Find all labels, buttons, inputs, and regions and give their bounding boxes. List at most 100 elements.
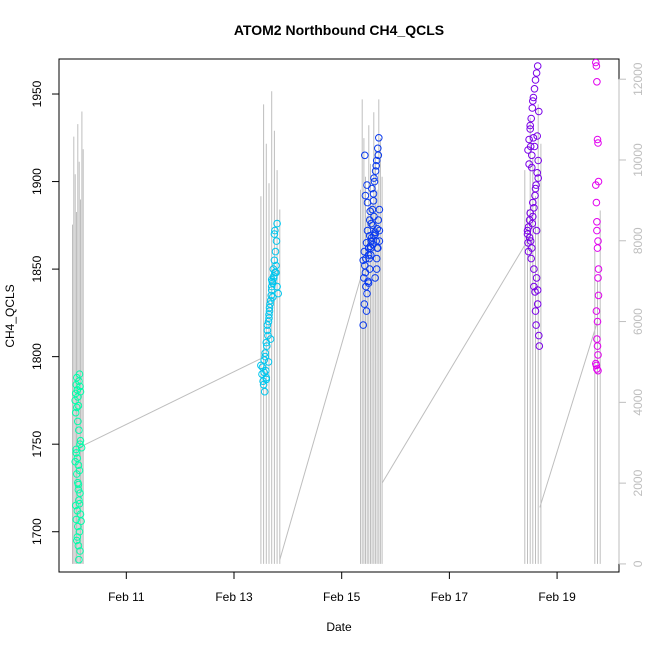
data-point [362,254,370,263]
data-point [531,76,540,84]
x-tick-label: Feb 17 [431,590,469,604]
data-point [72,445,80,454]
data-point [593,342,602,350]
x-axis: Feb 11 Feb 13 Feb 15 Feb 17 Feb 19 [108,571,576,604]
data-point [528,151,536,160]
data-point [370,177,379,186]
data-point [527,114,536,123]
data-point [269,293,277,301]
data-point [365,216,374,224]
data-point [532,226,541,235]
data-point [261,352,270,361]
data-point [534,174,543,182]
data-point [370,232,378,240]
data-point [532,181,540,189]
data-point [534,156,543,165]
data-point [529,134,538,142]
data-point [592,198,601,207]
data-point [76,547,84,555]
data-point [76,387,85,396]
data-point [594,237,602,245]
data-point [593,218,601,226]
data-point [75,499,84,508]
data-point [375,237,384,245]
data-point [530,204,538,212]
series-3 [523,62,544,350]
data-point [594,274,602,282]
data-point [360,300,369,308]
y-tick-label: 1750 [30,431,44,458]
data-point [77,517,85,526]
data-point [533,300,542,308]
x-axis-label: Date [326,620,352,634]
data-point [594,291,603,300]
data-point [363,226,372,235]
data-point [525,233,534,242]
y2-tick-label: 10000 [631,143,645,177]
data-point [76,440,84,449]
data-point [523,226,532,235]
data-point [362,307,371,315]
data-point [528,219,537,228]
data-points [71,58,603,564]
data-point [374,216,383,224]
data-point [75,555,83,564]
data-point [368,184,376,193]
data-point [364,279,373,287]
data-point [372,156,381,165]
data-point [361,151,369,160]
data-point [371,228,379,237]
data-point [73,403,81,412]
data-point [528,104,537,112]
data-point [375,226,384,235]
data-point [533,286,542,294]
data-point [260,356,269,364]
data-point [260,387,269,396]
y2-tick-label: 12000 [631,62,645,96]
data-point [71,457,79,466]
data-point [73,470,81,478]
data-point [531,307,540,315]
data-point [257,361,265,370]
data-point [261,349,270,357]
data-point [527,254,536,263]
data-point [593,317,602,326]
data-point [526,142,535,151]
x-tick-label: Feb 11 [108,590,145,604]
data-point [258,363,267,372]
data-point [532,321,540,329]
data-point [530,142,539,151]
data-point [75,496,83,505]
x-tick-label: Feb 13 [215,590,253,604]
data-point [593,78,601,86]
data-point [532,274,541,282]
data-point [592,307,601,315]
data-point [374,151,383,160]
x-tick-label: Feb 19 [538,590,576,604]
data-point [267,286,276,294]
data-point [266,335,275,343]
data-point [372,265,381,273]
data-point [592,58,600,67]
data-point [263,321,272,329]
data-point [367,251,375,259]
data-point [530,265,538,273]
data-point [72,515,80,524]
y-axis: 1700 1750 1800 1850 1900 1950 [30,80,60,545]
data-point [368,205,377,214]
data-point [529,198,537,207]
data-point [272,268,280,277]
y2-tick-label: 4000 [631,389,645,416]
series-0 [71,370,86,564]
data-point [367,219,376,228]
data-point [371,167,380,175]
data-point [267,275,276,284]
data-point [271,247,280,256]
y2-tick-label: 6000 [631,308,645,335]
data-point [71,408,80,417]
y-tick-label: 1800 [30,343,44,370]
y-tick-label: 1700 [30,518,44,545]
data-point [265,314,273,322]
y-tick-label: 1900 [30,168,44,195]
data-point [271,226,279,235]
